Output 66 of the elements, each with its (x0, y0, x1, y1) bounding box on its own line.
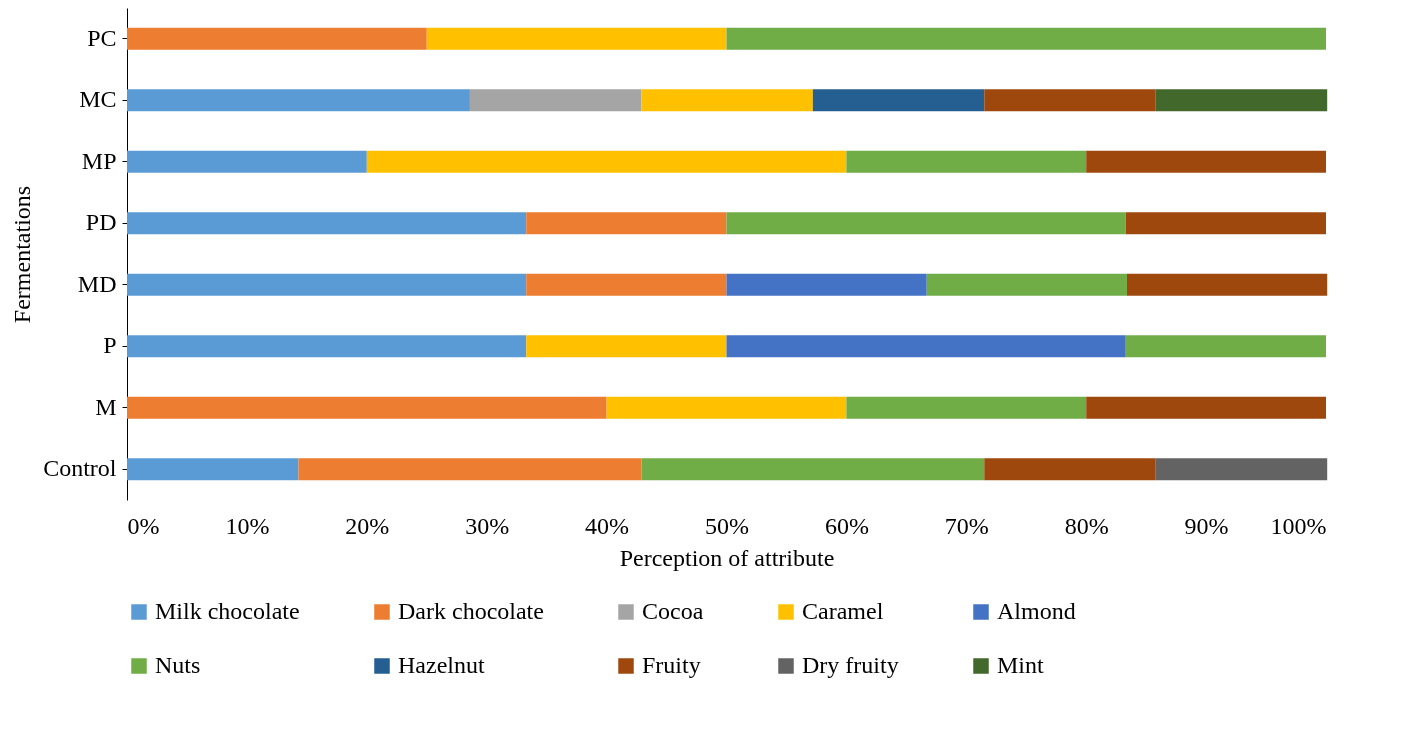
bar (726, 273, 927, 296)
bar (812, 89, 985, 112)
bar (526, 212, 727, 235)
bar (526, 273, 727, 296)
bar (726, 212, 1126, 235)
x-tick-label: 60% (824, 512, 869, 539)
y-tick-label: M (95, 393, 117, 420)
bar (127, 396, 607, 419)
bar (298, 458, 642, 481)
bar (127, 458, 299, 481)
y-tick-label: MD (77, 270, 117, 297)
x-tick-label: 10% (225, 512, 270, 539)
y-tick-label: MP (81, 147, 117, 174)
bar (127, 212, 527, 235)
x-tick-label: 50% (705, 512, 749, 539)
bar (1086, 396, 1326, 419)
y-tick-label: Control (43, 455, 117, 482)
bar (726, 27, 1326, 50)
bar (1086, 150, 1326, 173)
bar (127, 150, 367, 173)
legend-label: Fruity (642, 652, 701, 678)
x-tick-label: 90% (1184, 512, 1229, 539)
y-axis-title: Fermentations (9, 185, 36, 324)
bar (526, 335, 727, 358)
bar (846, 396, 1087, 419)
bar (1125, 335, 1326, 358)
bar (127, 89, 470, 112)
x-tick-label: 0% (127, 512, 160, 539)
bar (366, 150, 847, 173)
legend-label: Mint (997, 652, 1045, 678)
y-tick-label: P (103, 332, 117, 359)
bar (846, 150, 1087, 173)
bar (1155, 458, 1328, 481)
legend-label: Dry fruity (802, 652, 899, 678)
x-tick-label: 70% (944, 512, 989, 539)
legend-label: Milk chocolate (155, 598, 300, 624)
bar (127, 335, 527, 358)
bar (426, 27, 727, 50)
bar (641, 458, 985, 481)
bar (984, 89, 1156, 112)
bar (1126, 273, 1328, 296)
y-tick-label: PD (85, 209, 117, 236)
bar (984, 458, 1156, 481)
legend-label: Almond (997, 598, 1076, 624)
x-tick-label: 30% (465, 512, 510, 539)
x-tick-label: 20% (345, 512, 390, 539)
legend-label: Dark chocolate (398, 598, 544, 624)
legend-label: Hazelnut (398, 652, 485, 678)
bar (469, 89, 642, 112)
x-tick-label: 80% (1064, 512, 1109, 539)
x-tick-label: 40% (585, 512, 630, 539)
y-tick-label: MC (79, 86, 117, 113)
bar (726, 335, 1126, 358)
bar (1125, 212, 1326, 235)
legend-label: Nuts (155, 652, 201, 678)
y-tick-label: PC (87, 24, 117, 51)
bar (127, 27, 427, 50)
x-tick-label: 100% (1270, 512, 1327, 539)
legend-label: Cocoa (642, 598, 704, 624)
bar (1155, 89, 1328, 112)
bar (926, 273, 1127, 296)
bar (641, 89, 813, 112)
bar (127, 273, 527, 296)
bar (606, 396, 847, 419)
legend-label: Caramel (802, 598, 884, 624)
x-axis-title: Perception of attribute (619, 544, 835, 571)
